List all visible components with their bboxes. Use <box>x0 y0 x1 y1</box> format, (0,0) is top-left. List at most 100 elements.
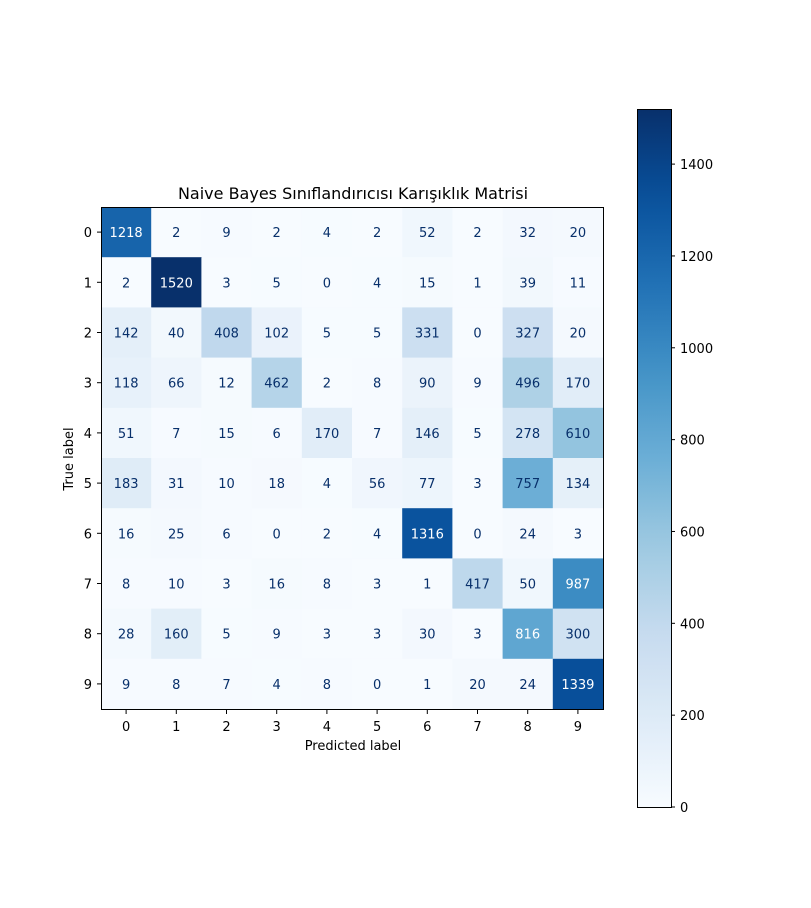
cell-value-label: 118 <box>114 377 139 392</box>
cell-value-label: 5 <box>473 427 481 442</box>
cell-value-label: 8 <box>373 377 381 392</box>
cell-value-label: 15 <box>218 427 235 442</box>
heatmap-cell <box>301 207 353 258</box>
cell-value-label: 170 <box>314 427 339 442</box>
heatmap-cell <box>402 357 453 409</box>
y-tick-label: 9 <box>84 678 92 693</box>
cell-value-label: 1 <box>423 578 431 593</box>
heatmap-cell <box>502 407 554 459</box>
cell-value-label: 3 <box>222 578 230 593</box>
cell-value-label: 4 <box>323 477 331 492</box>
heatmap-cell <box>101 608 152 660</box>
x-tick-label: 6 <box>423 720 431 735</box>
heatmap-cell <box>502 608 554 660</box>
cell-value-label: 39 <box>519 276 536 291</box>
plot-frame <box>101 207 604 710</box>
heatmap-cell <box>402 307 453 359</box>
cell-value-label: 417 <box>465 578 490 593</box>
heatmap-cell <box>151 658 202 710</box>
heatmap-cell <box>101 658 152 710</box>
cell-value-label: 987 <box>565 578 590 593</box>
heatmap-cell <box>352 207 403 258</box>
heatmap-cell <box>352 558 403 610</box>
heatmap-cell <box>402 608 453 660</box>
cell-value-label: 3 <box>373 578 381 593</box>
cell-value-label: 77 <box>419 477 436 492</box>
y-tick-label: 3 <box>84 377 92 392</box>
y-tick-label: 4 <box>84 427 92 442</box>
heatmap-cell <box>402 458 453 509</box>
cell-value-label: 1520 <box>160 276 193 291</box>
heatmap-cell <box>201 608 253 660</box>
heatmap-cell <box>251 307 303 359</box>
heatmap-cell <box>201 558 253 610</box>
cell-value-label: 90 <box>419 377 436 392</box>
heatmap-cell <box>502 458 554 509</box>
y-axis-label: True label <box>62 427 77 491</box>
cell-value-label: 24 <box>519 527 536 542</box>
cell-value-label: 4 <box>273 678 281 693</box>
heatmap-cell <box>101 508 152 559</box>
y-tick-label: 7 <box>84 578 92 593</box>
cell-value-label: 1218 <box>110 226 143 241</box>
cell-value-label: 327 <box>515 327 540 342</box>
cell-value-label: 6 <box>222 527 230 542</box>
cell-value-label: 52 <box>419 226 436 241</box>
cell-value-label: 9 <box>273 628 281 643</box>
heatmap-cell <box>552 257 604 308</box>
heatmap-cell <box>301 658 353 710</box>
heatmap-cell <box>402 257 453 308</box>
cell-value-label: 7 <box>222 678 230 693</box>
cell-value-label: 0 <box>323 276 331 291</box>
heatmap-cell <box>101 558 152 610</box>
heatmap-cell <box>552 407 604 459</box>
heatmap-cell <box>101 207 152 258</box>
cell-value-label: 10 <box>168 578 185 593</box>
cell-value-label: 10 <box>218 477 235 492</box>
heatmap-cell <box>201 307 253 359</box>
heatmap-cell <box>301 558 353 610</box>
cell-value-label: 50 <box>519 578 536 593</box>
cell-value-label: 32 <box>519 226 536 241</box>
y-tick-label: 0 <box>84 226 92 241</box>
heatmap-cell <box>151 458 202 509</box>
cell-value-label: 9 <box>222 226 230 241</box>
heatmap-cell <box>502 207 554 258</box>
heatmap-cell <box>402 508 453 559</box>
cell-value-label: 3 <box>574 527 582 542</box>
heatmap-cell <box>552 558 604 610</box>
cell-value-label: 757 <box>515 477 540 492</box>
cell-value-label: 2 <box>273 226 281 241</box>
heatmap-cell <box>151 508 202 559</box>
heatmap-cell <box>201 207 253 258</box>
heatmap-cell <box>352 508 403 559</box>
cell-value-label: 56 <box>369 477 386 492</box>
cell-value-label: 31 <box>168 477 185 492</box>
heatmap-cell <box>402 658 453 710</box>
colorbar-tick-label: 800 <box>680 434 705 449</box>
heatmap-cell <box>552 658 604 710</box>
y-tick-label: 2 <box>84 327 92 342</box>
x-tick-label: 0 <box>122 720 130 735</box>
cell-value-label: 7 <box>373 427 381 442</box>
cell-value-label: 3 <box>222 276 230 291</box>
x-tick-label: 9 <box>574 720 582 735</box>
cell-value-label: 3 <box>473 628 481 643</box>
cell-value-label: 170 <box>565 377 590 392</box>
cell-value-label: 134 <box>565 477 590 492</box>
heatmap-cell <box>452 257 504 308</box>
colorbar <box>637 109 671 807</box>
x-tick-label: 4 <box>323 720 331 735</box>
cell-value-label: 146 <box>415 427 440 442</box>
cell-value-label: 3 <box>373 628 381 643</box>
cell-value-label: 102 <box>264 327 289 342</box>
cell-value-label: 300 <box>565 628 590 643</box>
cell-value-label: 11 <box>570 276 587 291</box>
heatmap-cell <box>552 207 604 258</box>
y-tick-label: 1 <box>84 276 92 291</box>
heatmap-cell <box>452 458 504 509</box>
cell-value-label: 610 <box>565 427 590 442</box>
cell-value-label: 2 <box>323 527 331 542</box>
